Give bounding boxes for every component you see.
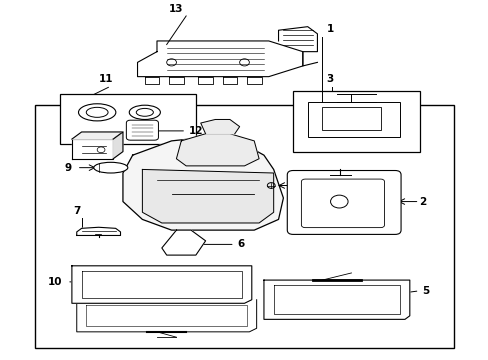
Text: 7: 7 bbox=[73, 206, 81, 216]
Bar bbox=[322, 107, 380, 130]
Polygon shape bbox=[77, 227, 120, 235]
Text: 12: 12 bbox=[188, 126, 203, 136]
Ellipse shape bbox=[79, 104, 116, 121]
Bar bbox=[307, 102, 399, 137]
FancyBboxPatch shape bbox=[126, 120, 158, 140]
Ellipse shape bbox=[129, 105, 160, 120]
Polygon shape bbox=[72, 132, 122, 139]
Text: 1: 1 bbox=[326, 24, 334, 34]
Text: 6: 6 bbox=[237, 239, 244, 249]
Polygon shape bbox=[162, 230, 205, 255]
Polygon shape bbox=[264, 280, 409, 319]
Bar bbox=[292, 91, 419, 152]
Polygon shape bbox=[122, 137, 283, 230]
FancyBboxPatch shape bbox=[287, 171, 400, 234]
Text: 2: 2 bbox=[419, 197, 426, 207]
Bar bbox=[60, 94, 196, 144]
Text: 11: 11 bbox=[99, 75, 113, 85]
Polygon shape bbox=[142, 170, 273, 223]
Polygon shape bbox=[113, 132, 122, 159]
Ellipse shape bbox=[86, 107, 108, 117]
Text: 8: 8 bbox=[92, 104, 100, 114]
Polygon shape bbox=[77, 300, 256, 332]
Polygon shape bbox=[72, 139, 113, 159]
FancyBboxPatch shape bbox=[301, 179, 384, 228]
Text: 9: 9 bbox=[64, 163, 72, 173]
Ellipse shape bbox=[136, 108, 153, 116]
Text: 10: 10 bbox=[47, 277, 62, 287]
Bar bbox=[35, 105, 453, 348]
Text: 3: 3 bbox=[325, 74, 332, 84]
Text: 4: 4 bbox=[295, 180, 302, 190]
Ellipse shape bbox=[94, 162, 127, 173]
Text: 5: 5 bbox=[421, 286, 428, 296]
Polygon shape bbox=[201, 120, 239, 134]
Polygon shape bbox=[137, 41, 302, 77]
Polygon shape bbox=[176, 134, 259, 166]
Polygon shape bbox=[72, 266, 251, 303]
Text: 13: 13 bbox=[169, 4, 183, 14]
